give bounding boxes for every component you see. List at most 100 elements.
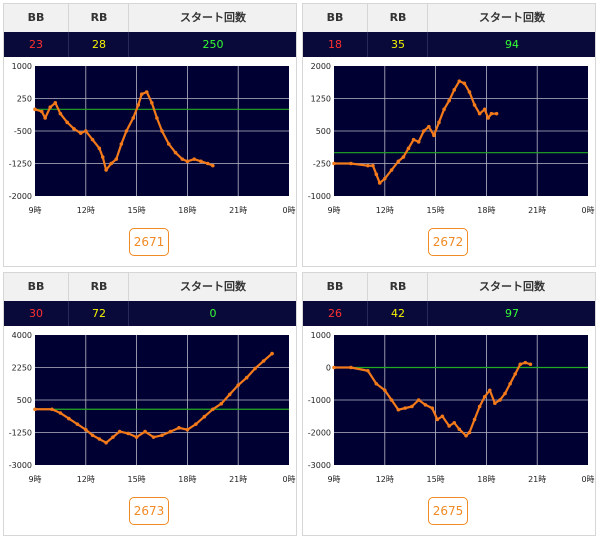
data-point <box>134 435 139 439</box>
y-tick-label: -2000 <box>9 192 32 201</box>
y-tick-label: 500 <box>316 127 331 136</box>
data-point <box>119 142 124 146</box>
data-point <box>396 159 401 164</box>
bb-count: 26 <box>328 307 342 320</box>
data-point <box>383 176 387 181</box>
data-point <box>253 366 257 371</box>
machine-number-button[interactable]: 2672 <box>428 228 468 256</box>
data-point <box>84 427 88 432</box>
data-point <box>160 433 164 438</box>
data-point <box>401 155 406 159</box>
data-point <box>43 116 47 120</box>
data-point <box>442 107 446 112</box>
data-point <box>366 368 370 373</box>
machine-card: BB RB スタート回数 18 35 94 9時 12時 15時 18時 21時 0時 20… <box>302 3 596 267</box>
data-point <box>383 388 387 393</box>
values-row: 30 72 0 <box>4 301 296 326</box>
data-point <box>366 163 370 168</box>
x-tick-label: 21時 <box>229 206 247 215</box>
data-point <box>33 407 37 412</box>
data-point <box>467 430 472 435</box>
data-point <box>180 157 185 161</box>
rb-count: 28 <box>68 32 129 57</box>
x-tick-label: 15時 <box>128 475 146 484</box>
start-count: 0 <box>128 301 297 326</box>
header-row: BB RB スタート回数 <box>4 273 296 302</box>
data-point <box>227 392 232 397</box>
data-point <box>150 101 154 105</box>
data-point <box>416 398 421 402</box>
data-point <box>374 172 379 177</box>
data-point <box>75 422 80 426</box>
data-point <box>236 383 240 387</box>
rb-header: RB <box>68 273 129 301</box>
y-tick-label: 4000 <box>12 331 32 340</box>
data-point <box>168 429 173 434</box>
data-point <box>447 98 451 103</box>
data-point <box>377 181 382 185</box>
machine-number-button[interactable]: 2673 <box>129 497 169 525</box>
data-point <box>58 411 63 415</box>
data-point <box>482 394 487 399</box>
data-point <box>349 365 353 370</box>
data-point <box>332 161 336 166</box>
x-tick-label: 21時 <box>229 475 247 484</box>
data-point <box>489 111 494 116</box>
data-point <box>427 124 431 129</box>
data-point <box>124 129 129 133</box>
data-point <box>472 417 477 422</box>
data-point <box>202 414 207 419</box>
data-point <box>39 109 44 114</box>
data-point <box>114 157 119 161</box>
data-point <box>211 407 215 412</box>
y-tick-label: -1250 <box>9 160 32 169</box>
y-tick-label: 1000 <box>12 62 32 71</box>
data-point <box>84 129 88 133</box>
machine-card: BB RB スタート回数 23 28 250 9時 12時 15時 18時 21時 0時 1… <box>3 3 297 267</box>
data-point <box>477 111 482 116</box>
values-row: 23 28 250 <box>4 32 296 57</box>
data-point <box>467 90 472 94</box>
data-point <box>65 120 69 125</box>
start-count: 250 <box>128 32 297 57</box>
data-point <box>144 90 149 94</box>
data-point <box>78 131 83 135</box>
data-point <box>53 101 58 105</box>
rb-header: RB <box>367 4 428 32</box>
bb-header: BB <box>326 280 344 293</box>
rb-count: 72 <box>68 301 129 326</box>
y-tick-label: 250 <box>17 95 32 104</box>
x-tick-label: 9時 <box>327 206 340 215</box>
machine-number-button[interactable]: 2675 <box>428 497 468 525</box>
data-point <box>332 365 336 370</box>
y-tick-label: 0 <box>326 364 331 373</box>
y-tick-label: 2000 <box>311 62 331 71</box>
data-point <box>423 403 428 407</box>
data-point <box>389 168 394 172</box>
x-tick-label: 18時 <box>178 475 196 484</box>
data-point <box>219 401 224 406</box>
data-point <box>177 426 181 430</box>
data-point <box>513 372 517 376</box>
x-tick-label: 12時 <box>376 206 394 215</box>
header-row: BB RB スタート回数 <box>4 4 296 33</box>
machine-number-button[interactable]: 2671 <box>129 228 169 256</box>
data-point <box>435 417 440 422</box>
data-point <box>452 420 457 425</box>
data-point <box>421 129 426 133</box>
data-point <box>50 407 54 412</box>
rb-header: RB <box>68 4 129 32</box>
x-tick-label: 0時 <box>581 475 594 484</box>
y-tick-label: -1250 <box>9 429 32 438</box>
rb-count: 42 <box>367 301 428 326</box>
data-point <box>411 137 416 142</box>
data-point <box>166 142 171 146</box>
x-tick-label: 18時 <box>178 206 196 215</box>
data-point <box>457 79 462 83</box>
x-tick-label: 21時 <box>528 206 546 215</box>
machine-card: BB RB スタート回数 30 72 0 9時 12時 15時 18時 21時 0時 400… <box>3 272 297 536</box>
x-tick-label: 0時 <box>282 475 295 484</box>
x-tick-label: 9時 <box>327 475 340 484</box>
data-point <box>498 398 502 402</box>
data-point <box>192 157 196 161</box>
